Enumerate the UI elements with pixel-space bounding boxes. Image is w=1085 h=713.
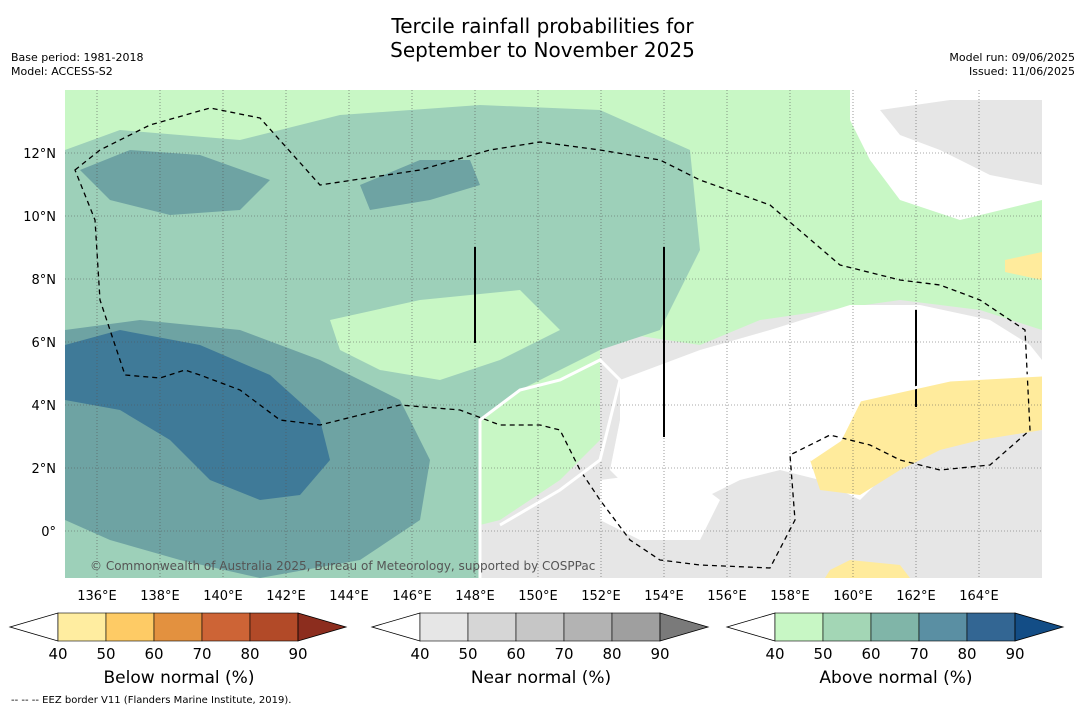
colorbar-segment [201,612,251,642]
eez-footnote: -- -- -- EEZ border V11 (Flanders Marine… [11,695,292,706]
colorbar-tick-label: 70 [554,645,573,663]
colorbar-tick-label: 80 [240,645,259,663]
longitude-label: 150°E [518,589,558,604]
colorbar-segment [419,612,469,642]
colorbar-extend-low [725,612,776,642]
issued-date: Issued: 11/06/2025 [968,65,1075,78]
above-normal-40-patch [330,290,560,380]
colorbar-segment [918,612,968,642]
colorbar-segment [870,612,920,642]
colorbar-tick-label: 90 [288,645,307,663]
colorbar-segment [57,612,107,642]
contour-outline [478,358,622,578]
colorbar-near: 40 50 60 70 80 90 [370,612,710,663]
latitude-label: 6°N [32,336,57,351]
longitude-label: 144°E [329,589,369,604]
latitude-labels: 12°N 10°N 8°N 6°N 4°N 2°N 0° [23,147,56,540]
copyright-note: © Commonwealth of Australia 2025, Bureau… [90,559,595,573]
model-run-date: Model run: 09/06/2025 [949,51,1075,64]
grey-region-northeast [880,100,1042,185]
latitude-label: 10°N [23,210,56,225]
colorbar-tick-label: 60 [861,645,880,663]
white-patch-lower [600,470,720,540]
colorbars: 40 50 60 70 80 90 40 50 60 70 80 90 40 50 60 70 80 90 [8,612,1065,663]
longitude-label: 136°E [77,589,117,604]
colorbar-tick-label: 90 [1005,645,1024,663]
white-region-east [610,305,1042,500]
colorbar-tick-label: 90 [650,645,669,663]
colorbar-segment [153,612,203,642]
longitude-label: 160°E [833,589,873,604]
longitude-label: 140°E [203,589,243,604]
chart-title: Tercile rainfall probabilities for Septe… [0,14,1085,62]
colorbar-tick-label: 40 [48,645,67,663]
longitude-label: 164°E [959,589,999,604]
colorbar-tick-label: 80 [957,645,976,663]
colorbar-segment [467,612,517,642]
colorbar-tick-label: 40 [765,645,784,663]
colorbar-below: 40 50 60 70 80 90 [8,612,348,663]
colorbar-tick-label: 60 [144,645,163,663]
colorbar-tick-label: 40 [410,645,429,663]
colorbar-tick-label: 50 [813,645,832,663]
longitude-label: 138°E [140,589,180,604]
above-normal-60-north [80,150,270,215]
near-normal-label: Near normal (%) [470,668,612,688]
below-normal-40-south [825,560,910,578]
colorbar-segment [563,612,613,642]
longitude-label: 142°E [266,589,306,604]
title-line-1: Tercile rainfall probabilities for [391,14,694,38]
latitude-label: 0° [41,525,56,540]
latitude-label: 12°N [23,147,56,162]
latitude-label: 4°N [32,399,57,414]
below-normal-label: Below normal (%) [103,668,255,688]
colorbar-tick-label: 80 [602,645,621,663]
longitude-label: 152°E [581,589,621,604]
longitude-label: 146°E [392,589,432,604]
probability-map [65,90,1042,578]
run-info: Model run: 09/06/2025 Issued: 11/06/2025 [949,51,1075,79]
base-period: Base period: 1981-2018 [11,51,144,64]
above-normal-60-northcentral [360,160,480,210]
colorbar-segment [105,612,155,642]
longitude-label: 148°E [455,589,495,604]
longitude-label: 156°E [707,589,747,604]
colorbar-extend-high [1014,612,1065,642]
colorbar-segment [611,612,661,642]
colorbar-tick-label: 70 [192,645,211,663]
above-normal-label: Above normal (%) [819,668,973,688]
model-info: Base period: 1981-2018 Model: ACCESS-S2 [11,51,143,79]
above-normal-70 [65,330,330,500]
contour-outline-2 [809,373,1042,462]
colorbar-tick-label: 50 [96,645,115,663]
below-normal-40-northeast [1005,252,1042,280]
colorbar-segment [774,612,824,642]
colorbar-segment [515,612,565,642]
colorbar-extend-high [297,612,348,642]
colorbar-extend-low [370,612,421,642]
longitude-label: 158°E [770,589,810,604]
colorbar-extend-low [8,612,59,642]
eez-border [74,107,1031,569]
title-line-2: September to November 2025 [390,38,695,62]
longitude-labels: 136°E 138°E 140°E 142°E 144°E 146°E 148°E 150°E… [77,589,999,604]
colorbar-tick-label: 50 [458,645,477,663]
colorbar-segment [822,612,872,642]
latitude-label: 2°N [32,462,57,477]
latitude-label: 8°N [32,273,57,288]
colorbar-tick-label: 60 [506,645,525,663]
model-name: Model: ACCESS-S2 [11,65,113,78]
colorbar-extend-high [659,612,710,642]
longitude-label: 162°E [896,589,936,604]
colorbar-segment [249,612,299,642]
colorbar-tick-label: 70 [909,645,928,663]
longitude-label: 154°E [644,589,684,604]
colorbar-above: 40 50 60 70 80 90 [725,612,1065,663]
colorbar-segment [966,612,1016,642]
